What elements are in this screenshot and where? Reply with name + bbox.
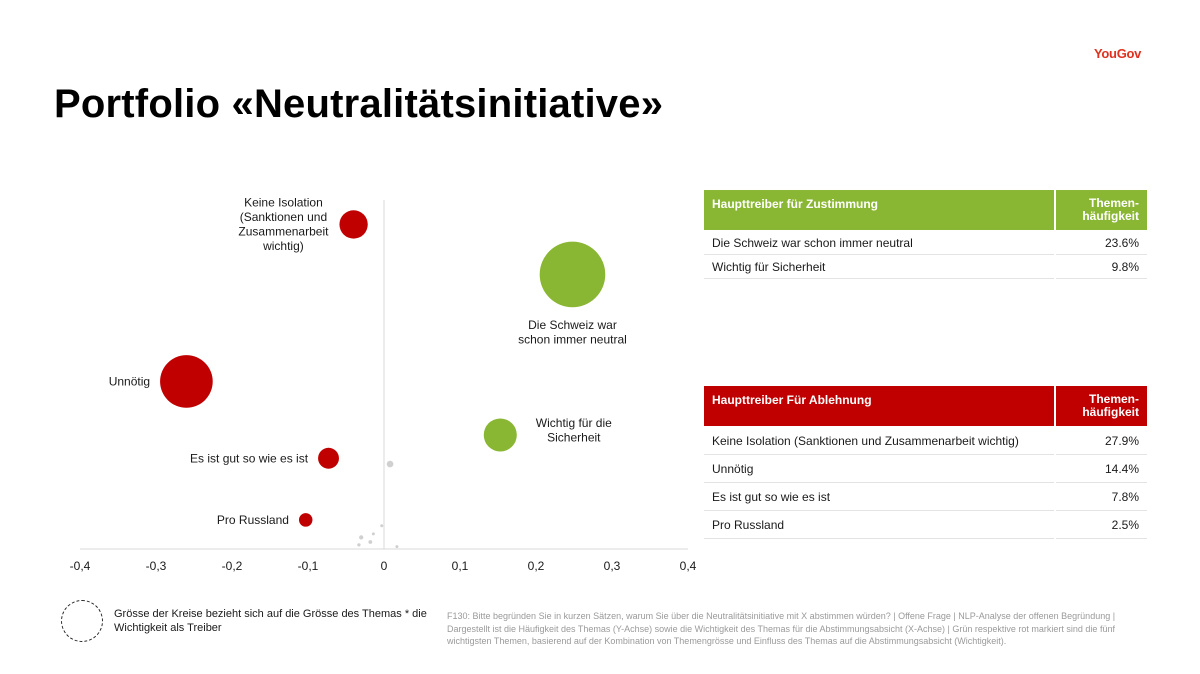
legend-text: Grösse der Kreise bezieht sich auf die G… bbox=[114, 608, 427, 634]
table-rejection-header-value: Themen-häufigkeit bbox=[1054, 386, 1147, 426]
bubble-label: Es ist gut so wie es ist bbox=[190, 451, 309, 465]
minor-bubble bbox=[357, 543, 361, 547]
minor-bubble bbox=[395, 545, 399, 549]
bubble-label: Die Schweiz war schon immer neutral bbox=[518, 318, 627, 347]
bubble-label: Keine Isolation (Sanktionen und Zusammenar… bbox=[238, 196, 329, 254]
table-row: Pro Russland 2.5% bbox=[704, 510, 1147, 539]
x-tick-label: 0 bbox=[381, 559, 388, 573]
footnote: F130: Bitte begründen Sie in kurzen Sätz… bbox=[447, 611, 1116, 646]
legend-dashed-circle bbox=[61, 600, 103, 642]
bubble bbox=[539, 241, 606, 308]
x-tick-label: 0,4 bbox=[680, 559, 697, 573]
bubble bbox=[483, 418, 517, 452]
table-approval-header-value: Themen-häufigkeit bbox=[1054, 190, 1147, 230]
bubble bbox=[160, 355, 213, 408]
bubble bbox=[318, 447, 339, 469]
bubbles bbox=[160, 210, 606, 527]
minor-bubble bbox=[368, 540, 373, 544]
bubble-label: Unnötig bbox=[109, 374, 150, 388]
minor-bubble bbox=[386, 460, 394, 468]
table-approval-drivers: Haupttreiber für Zustimmung Themen-häufi… bbox=[704, 190, 1147, 279]
table-row: Wichtig für Sicherheit 9.8% bbox=[704, 254, 1147, 279]
x-tick-label: 0,1 bbox=[452, 559, 469, 573]
x-tick-label: 0,3 bbox=[604, 559, 621, 573]
minor-bubble bbox=[371, 532, 375, 536]
bubble bbox=[298, 513, 313, 527]
x-tick-label: -0,3 bbox=[146, 559, 167, 573]
minor-bubbles bbox=[357, 460, 399, 549]
table-rejection-header: Haupttreiber Für Ablehnung bbox=[704, 386, 1055, 426]
table-row: Unnötig 14.4% bbox=[704, 454, 1147, 483]
x-tick-labels: -0,4 -0,3 -0,2 -0,1 0 0,1 0,2 0,3 0,4 bbox=[70, 559, 697, 573]
bubble-labels: Keine Isolation (Sanktionen und Zusammenar… bbox=[109, 196, 627, 527]
x-tick-label: 0,2 bbox=[528, 559, 545, 573]
bubble bbox=[339, 210, 368, 239]
table-row: Keine Isolation (Sanktionen und Zusammen… bbox=[704, 426, 1147, 455]
table-approval-header: Haupttreiber für Zustimmung bbox=[704, 190, 1055, 230]
bubble-label: Pro Russland bbox=[217, 513, 289, 527]
table-row: Es ist gut so wie es ist 7.8% bbox=[704, 482, 1147, 511]
table-row: Die Schweiz war schon immer neutral 23.6% bbox=[704, 230, 1147, 255]
minor-bubble bbox=[359, 535, 364, 540]
table-rejection-drivers: Haupttreiber Für Ablehnung Themen-häufig… bbox=[704, 386, 1147, 539]
brand-logo: YouGov bbox=[1094, 46, 1142, 61]
x-tick-label: -0,4 bbox=[70, 559, 91, 573]
x-tick-label: -0,2 bbox=[222, 559, 243, 573]
bubble-label: Wichtig für die Sicherheit bbox=[536, 416, 612, 445]
bubble-chart: -0,4 -0,3 -0,2 -0,1 0 0,1 0,2 0,3 0,4 Keine Isol… bbox=[70, 196, 697, 573]
page-title: Portfolio «Neutralitätsinitiative» bbox=[54, 82, 664, 126]
minor-bubble bbox=[380, 524, 384, 528]
x-tick-label: -0,1 bbox=[298, 559, 319, 573]
